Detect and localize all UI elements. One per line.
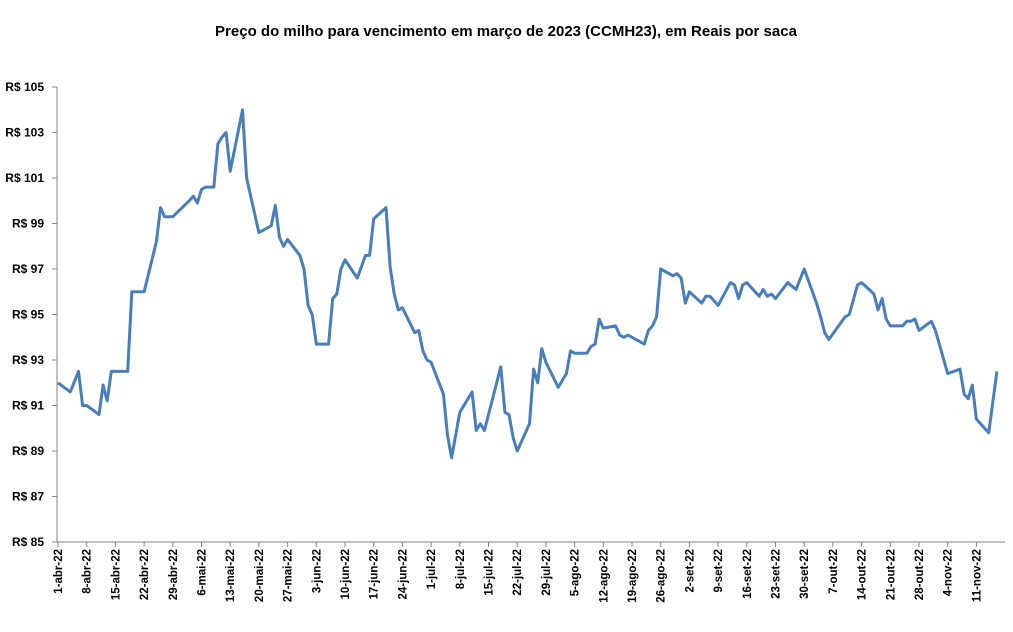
- x-tick-label: 16-set-22: [742, 549, 754, 599]
- x-tick-label: 2-set-22: [684, 549, 696, 592]
- x-tick-label: 9-set-22: [713, 549, 725, 592]
- x-tick-label: 21-out-22: [885, 549, 897, 600]
- x-tick-label: 20-mai-22: [254, 549, 266, 602]
- y-axis: R$ 85 R$ 87 R$ 89 R$ 91 R$ 93 R$ 95 R$ 97 R$ 99…: [5, 80, 58, 549]
- x-tick-label: 10-jun-22: [340, 549, 352, 600]
- x-tick-label: 1-jul-22: [426, 549, 438, 589]
- x-tick-label: 1-abr-22: [53, 549, 65, 594]
- x-tick-label: 26-ago-22: [656, 549, 668, 603]
- x-tick-label: 29-jul-22: [541, 549, 553, 596]
- y-tick-label: R$ 105: [5, 80, 44, 94]
- x-tick-label: 23-set-22: [771, 549, 783, 599]
- y-tick-label: R$ 93: [12, 353, 44, 367]
- x-tick-label: 27-mai-22: [283, 549, 295, 602]
- x-tick-label: 15-abr-22: [110, 549, 122, 600]
- x-tick-label: 15-jul-22: [484, 549, 496, 596]
- y-tick-label: R$ 101: [5, 171, 44, 185]
- x-tick-label: 28-out-22: [914, 549, 926, 600]
- x-tick-label: 5-ago-22: [570, 549, 582, 596]
- x-tick-label: 13-mai-22: [225, 549, 237, 602]
- x-tick-label: 8-abr-22: [82, 549, 94, 594]
- x-tick-label: 3-jun-22: [311, 549, 323, 593]
- y-tick-label: R$ 87: [12, 490, 44, 504]
- x-tick-label: 4-nov-22: [943, 549, 955, 596]
- y-tick-label: R$ 97: [12, 262, 44, 276]
- y-tick-label: R$ 103: [5, 126, 44, 140]
- x-tick-label: 19-ago-22: [627, 549, 639, 603]
- x-tick-label: 7-out-22: [828, 549, 840, 594]
- x-tick-label: 6-mai-22: [197, 549, 209, 596]
- y-tick-label: R$ 99: [12, 217, 44, 231]
- y-tick-label: R$ 91: [12, 399, 44, 413]
- x-tick-label: 22-abr-22: [139, 549, 151, 600]
- x-tick-label: 29-abr-22: [168, 549, 180, 600]
- x-tick-label: 17-jun-22: [369, 549, 381, 600]
- chart-title: Preço do milho para vencimento em março …: [215, 23, 798, 40]
- x-tick-label: 14-out-22: [857, 549, 869, 600]
- y-tick-label: R$ 89: [12, 444, 44, 458]
- x-tick-label: 30-set-22: [799, 549, 811, 599]
- x-tick-label: 12-ago-22: [598, 549, 610, 603]
- x-axis: 1-abr-22 8-abr-22 15-abr-22 22-abr-22 29-abr…: [53, 541, 1006, 603]
- x-tick-label: 8-jul-22: [455, 549, 467, 589]
- y-tick-label: R$ 95: [12, 308, 44, 322]
- x-tick-label: 22-jul-22: [512, 549, 524, 596]
- series-line-ccmh23: [57, 108, 999, 460]
- x-tick-label: 24-jun-22: [397, 549, 409, 600]
- x-tick-label: 11-nov-22: [971, 549, 983, 602]
- y-tick-label: R$ 85: [12, 535, 44, 549]
